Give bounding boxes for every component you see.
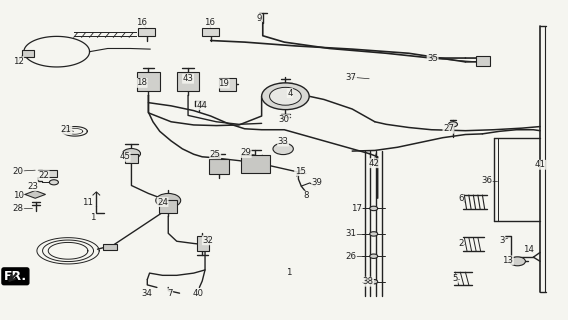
Circle shape <box>122 148 140 159</box>
Text: 10: 10 <box>12 191 24 200</box>
Text: 43: 43 <box>182 74 194 83</box>
Text: 16: 16 <box>204 19 215 28</box>
FancyBboxPatch shape <box>209 159 229 174</box>
Text: 37: 37 <box>345 73 357 82</box>
Circle shape <box>370 254 378 259</box>
FancyBboxPatch shape <box>22 50 34 57</box>
FancyBboxPatch shape <box>475 56 490 66</box>
Text: 25: 25 <box>210 150 221 159</box>
Circle shape <box>370 279 378 284</box>
Text: 33: 33 <box>278 137 289 146</box>
Text: 26: 26 <box>345 252 357 261</box>
Text: 1: 1 <box>90 213 95 222</box>
FancyBboxPatch shape <box>202 28 219 36</box>
Text: 13: 13 <box>502 256 513 265</box>
Text: 19: 19 <box>218 79 229 88</box>
FancyBboxPatch shape <box>159 200 177 212</box>
FancyBboxPatch shape <box>197 236 209 251</box>
Circle shape <box>262 83 309 110</box>
Circle shape <box>370 206 378 211</box>
Text: 9: 9 <box>256 14 261 23</box>
Text: 38: 38 <box>362 277 374 286</box>
Text: 32: 32 <box>202 236 214 245</box>
Circle shape <box>156 194 181 207</box>
Text: 23: 23 <box>27 182 38 191</box>
Text: 36: 36 <box>482 176 492 185</box>
Text: 42: 42 <box>368 159 379 168</box>
Text: 30: 30 <box>279 115 290 124</box>
Circle shape <box>509 257 525 266</box>
Circle shape <box>448 122 457 127</box>
Text: 22: 22 <box>38 171 49 180</box>
Text: 31: 31 <box>345 229 357 238</box>
Circle shape <box>49 180 59 185</box>
Text: 34: 34 <box>142 289 153 298</box>
FancyBboxPatch shape <box>124 154 138 163</box>
Text: 29: 29 <box>240 148 251 157</box>
Text: 20: 20 <box>12 167 24 176</box>
Text: 45: 45 <box>119 152 130 161</box>
Text: 12: 12 <box>12 57 24 66</box>
FancyBboxPatch shape <box>219 78 236 91</box>
Text: 18: 18 <box>136 78 147 87</box>
Text: 28: 28 <box>12 204 24 213</box>
FancyBboxPatch shape <box>137 72 160 91</box>
FancyBboxPatch shape <box>138 28 155 36</box>
FancyBboxPatch shape <box>42 170 57 177</box>
Text: 15: 15 <box>295 167 306 176</box>
Circle shape <box>273 143 293 155</box>
Text: FR.: FR. <box>4 270 27 283</box>
Text: 21: 21 <box>61 125 72 134</box>
Text: 4: 4 <box>287 89 293 98</box>
Text: 8: 8 <box>303 191 308 200</box>
Text: 2: 2 <box>458 239 463 248</box>
Text: 44: 44 <box>197 101 208 110</box>
Text: 39: 39 <box>312 179 323 188</box>
Text: 1: 1 <box>286 268 291 277</box>
FancyBboxPatch shape <box>177 72 199 91</box>
Text: 27: 27 <box>443 124 454 133</box>
Text: 35: 35 <box>427 54 438 63</box>
Polygon shape <box>25 191 45 198</box>
Text: 41: 41 <box>534 160 546 169</box>
Text: 7: 7 <box>167 289 173 298</box>
Text: 6: 6 <box>458 194 463 204</box>
Circle shape <box>370 232 378 236</box>
Text: 16: 16 <box>136 19 147 28</box>
Text: 14: 14 <box>523 245 534 254</box>
Text: 40: 40 <box>193 289 204 298</box>
Text: 11: 11 <box>82 197 93 206</box>
FancyBboxPatch shape <box>241 155 270 173</box>
FancyBboxPatch shape <box>103 244 118 250</box>
Text: 24: 24 <box>157 197 168 206</box>
Text: 17: 17 <box>351 204 362 213</box>
Text: 5: 5 <box>453 274 458 283</box>
Text: 3: 3 <box>499 236 505 245</box>
Circle shape <box>270 87 301 105</box>
